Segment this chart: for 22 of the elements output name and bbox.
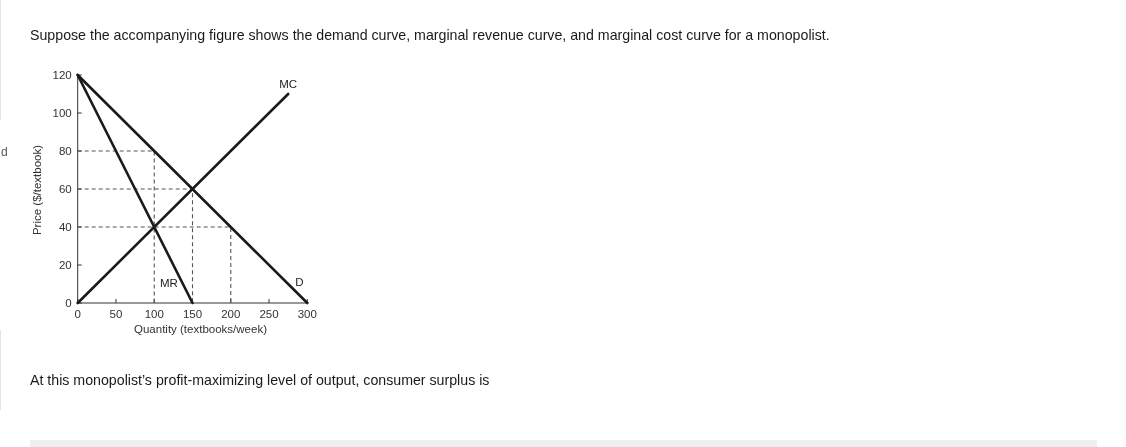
y-tick-label: 20 <box>58 259 72 271</box>
x-tick-label: 250 <box>259 308 279 320</box>
y-tick-label: 100 <box>52 107 72 119</box>
y-tick-label: 80 <box>58 145 72 157</box>
x-tick-label: 200 <box>221 308 241 320</box>
text: At this monopolist’s profit-maximizing level of output, consumer surplus is <box>30 372 490 388</box>
series-label: MC <box>279 78 298 90</box>
x-tick-label: 0 <box>74 308 81 320</box>
x-tick-label: 150 <box>182 308 203 320</box>
series-label: MR <box>160 277 178 289</box>
x-tick-label: 100 <box>144 308 164 320</box>
y-tick-label: 40 <box>58 221 72 233</box>
y-tick-label: 120 <box>52 69 72 81</box>
y-tick-label: 60 <box>58 183 72 195</box>
x-axis-title: Quantity (textbooks/week) <box>134 323 268 335</box>
series-label: D <box>295 276 304 288</box>
y-axis-title: Price ($/textbook) <box>31 144 43 236</box>
x-tick-label: 300 <box>297 308 317 320</box>
x-tick-label: 50 <box>109 308 123 320</box>
text: d <box>1 145 8 159</box>
text: Suppose the accompanying figure shows the demand curve, marginal revenue curve, and marginal cost curve for a monopolist. <box>30 27 830 43</box>
y-tick-label: 0 <box>65 297 72 309</box>
